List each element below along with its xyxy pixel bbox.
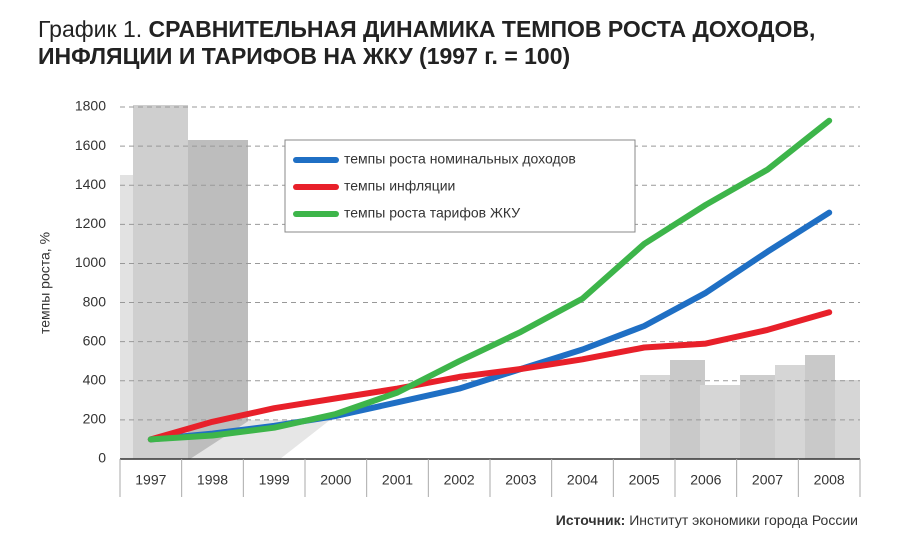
figure-label: График 1.: [38, 16, 143, 42]
x-tick-label: 1997: [135, 472, 166, 488]
legend-label: темпы роста тарифов ЖКУ: [344, 205, 520, 221]
x-tick-label: 2006: [690, 472, 721, 488]
y-tick-label: 200: [83, 411, 107, 427]
decoration: [120, 105, 860, 459]
y-tick-label: 1800: [75, 98, 106, 114]
y-tick-label: 400: [83, 371, 107, 387]
source-label: Источник:: [556, 512, 626, 528]
x-tick-label: 2007: [752, 472, 783, 488]
y-tick-label: 1600: [75, 137, 106, 153]
x-tick-label: 2000: [320, 472, 351, 488]
y-tick-label: 1400: [75, 176, 106, 192]
x-tick-label: 1998: [197, 472, 228, 488]
title-block: График 1. СРАВНИТЕЛЬНАЯ ДИНАМИКА ТЕМПОВ …: [38, 16, 858, 70]
legend: темпы роста номинальных доходов темпы инф…: [284, 139, 636, 233]
x-tick-label: 2001: [382, 472, 413, 488]
legend-label: темпы инфляции: [344, 178, 455, 194]
legend-label: темпы роста номинальных доходов: [344, 151, 576, 167]
y-axis-label: темпы роста, %: [37, 232, 53, 334]
x-tick-label: 2004: [567, 472, 598, 488]
y-tick-label: 600: [83, 332, 107, 348]
series-line: [147, 309, 833, 443]
series-line: [147, 117, 833, 443]
x-tick-label: 1999: [259, 472, 290, 488]
x-tick-label: 2005: [629, 472, 660, 488]
y-tick-label: 0: [98, 450, 106, 466]
chart-title: СРАВНИТЕЛЬНАЯ ДИНАМИКА ТЕМПОВ РОСТА ДОХО…: [38, 16, 816, 69]
legend-box: [284, 139, 636, 233]
source-text: Институт экономики города России: [629, 512, 858, 528]
x-tick-label: 2002: [444, 472, 475, 488]
y-tick-label: 1200: [75, 215, 106, 231]
y-tick-label: 800: [83, 293, 107, 309]
x-tick-label: 2003: [505, 472, 536, 488]
x-tick-label: 2008: [814, 472, 845, 488]
y-tick-label: 1000: [75, 254, 106, 270]
source: Источник: Институт экономики города Росс…: [556, 512, 858, 528]
